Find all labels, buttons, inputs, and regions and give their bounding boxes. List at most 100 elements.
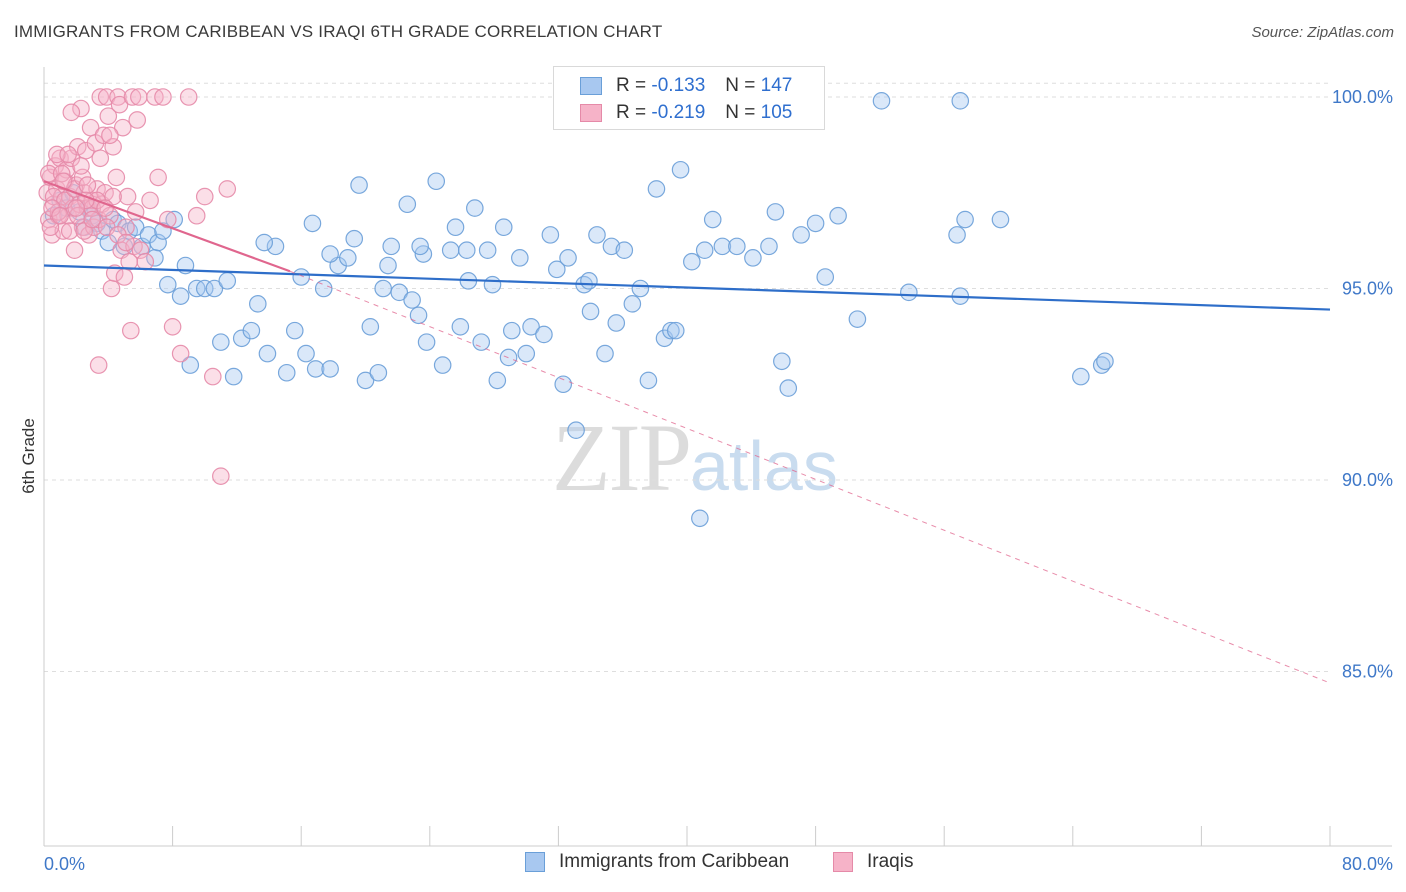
y-tick-label: 90.0% [1342,470,1393,490]
y-tick-label: 95.0% [1342,279,1393,299]
iraqi-point [158,210,177,229]
caribbean-point [1072,367,1090,386]
legend-r-value: -0.133 [651,75,706,96]
iraqi-point [41,218,60,237]
caribbean-point [773,352,791,371]
x-tick-label-min: 0.0% [44,854,85,874]
caribbean-point [744,249,762,267]
caribbean-point [390,283,409,302]
caribbean-point [446,218,465,237]
caribbean-point [258,344,277,363]
caribbean-point [760,237,778,256]
legend-swatch-pink [833,852,853,872]
caribbean-point [728,237,746,256]
caribbean-point [158,275,177,294]
iraqi-point [117,233,135,252]
trend-lines [43,180,1331,684]
correlation-legend: R = -0.133 N = 147 R = -0.219 N = 105 [553,66,825,130]
caribbean-point [900,283,918,302]
caribbean-point [398,195,417,214]
iraqi-trend-extension [289,270,1331,684]
iraqi-point [154,88,172,106]
legend-label-iraqis: Iraqis [867,851,914,872]
caribbean-point [441,241,460,259]
caribbean-point [872,92,891,110]
caribbean-point [149,233,167,252]
caribbean-point [588,226,606,244]
caribbean-point [285,321,304,340]
caribbean-point [488,371,507,390]
caribbean-point [195,279,214,298]
watermark: ZIPatlas [552,402,838,513]
legend-item-iraqis[interactable]: Iraqis [833,851,913,873]
iraqi-point [40,164,58,183]
y-tick-label: 100.0% [1332,87,1393,107]
iraqi-point [122,321,140,340]
caribbean-point [779,379,798,397]
iraqi-point [102,279,121,298]
iraqi-point [72,99,90,118]
caribbean-point [451,317,470,336]
caribbean-point [666,321,685,340]
iraqi-point [163,317,182,336]
iraqi-point [136,252,155,271]
iraqi-point [94,126,113,145]
caribbean-point [292,268,310,286]
iraqi-point [62,103,81,122]
caribbean-trend-line [43,264,1331,311]
caribbean-point [321,360,339,378]
caribbean-point [816,268,835,286]
iraqi-point [51,206,69,225]
iraqi-point [67,199,85,217]
caribbean-point [350,176,368,194]
caribbean-point [541,226,560,244]
caribbean-point [356,371,375,390]
caribbean-point [554,375,573,394]
caribbean-point [631,279,650,298]
axes [43,67,1392,847]
caribbean-point [361,317,380,336]
caribbean-point [218,272,237,290]
caribbean-point [266,237,285,256]
caribbean-point [494,218,513,237]
iraqi-point [91,88,110,106]
iraqi-point [149,168,167,187]
legend-swatch-pink [580,104,602,122]
legend-item-caribbean[interactable]: Immigrants from Caribbean [525,851,789,873]
caribbean-point [1096,352,1114,371]
legend-row-iraqis: R = -0.219 N = 105 [580,100,792,126]
iraqi-point [72,157,90,175]
legend-n-value: 105 [760,102,793,123]
caribbean-point [306,360,325,378]
iraqi-point [130,88,148,106]
caribbean-point [472,333,491,351]
caribbean-points [44,92,1114,528]
caribbean-point [792,226,810,244]
iraqi-point [203,367,222,386]
caribbean-point [991,210,1010,229]
caribbean-point [478,241,497,259]
legend-r-value: -0.219 [651,102,706,123]
caribbean-point [951,92,970,110]
iraqi-point [99,107,118,125]
caribbean-point [639,371,658,390]
caribbean-point [433,356,452,374]
caribbean-point [948,226,966,244]
iraqi-point [91,149,110,168]
caribbean-point [829,206,847,225]
legend-label-caribbean: Immigrants from Caribbean [559,851,790,872]
caribbean-point [303,214,322,233]
caribbean-point [580,272,598,290]
caribbean-point [411,237,429,256]
iraqi-point [118,187,137,206]
iraqi-point [113,118,132,137]
caribbean-point [277,363,296,382]
caribbean-point [806,214,825,233]
caribbean-point [427,172,446,191]
caribbean-point [409,306,428,325]
caribbean-point [255,233,274,252]
y-axis-title: 6th Grade [19,418,38,494]
caribbean-point [647,180,666,198]
caribbean-point [339,249,357,267]
caribbean-point [483,275,502,294]
